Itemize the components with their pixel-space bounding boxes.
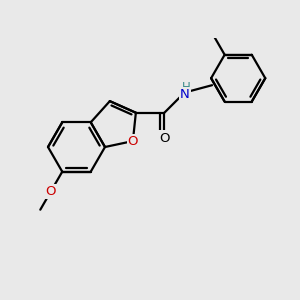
- Text: H: H: [182, 81, 190, 94]
- Text: O: O: [45, 185, 56, 198]
- Text: O: O: [159, 131, 169, 145]
- Text: N: N: [180, 88, 189, 100]
- Text: O: O: [128, 135, 138, 148]
